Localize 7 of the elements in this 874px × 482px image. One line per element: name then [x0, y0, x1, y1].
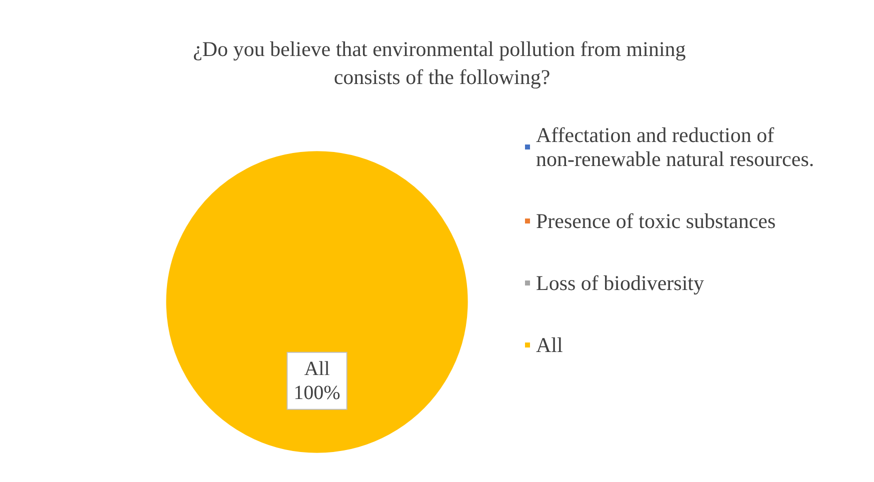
legend-label: Affectation and reduction of non-renewable natural resources. [536, 123, 814, 171]
data-label: 100% [294, 382, 340, 404]
legend-label: All [536, 333, 563, 357]
chart-title: ¿Do you believe that environmental pollution from mining consists of the following? [192, 37, 692, 89]
legend-label: Loss of biodiversity [536, 271, 704, 295]
slice-label: All [304, 358, 330, 380]
legend-label: Presence of toxic substances [536, 209, 776, 233]
